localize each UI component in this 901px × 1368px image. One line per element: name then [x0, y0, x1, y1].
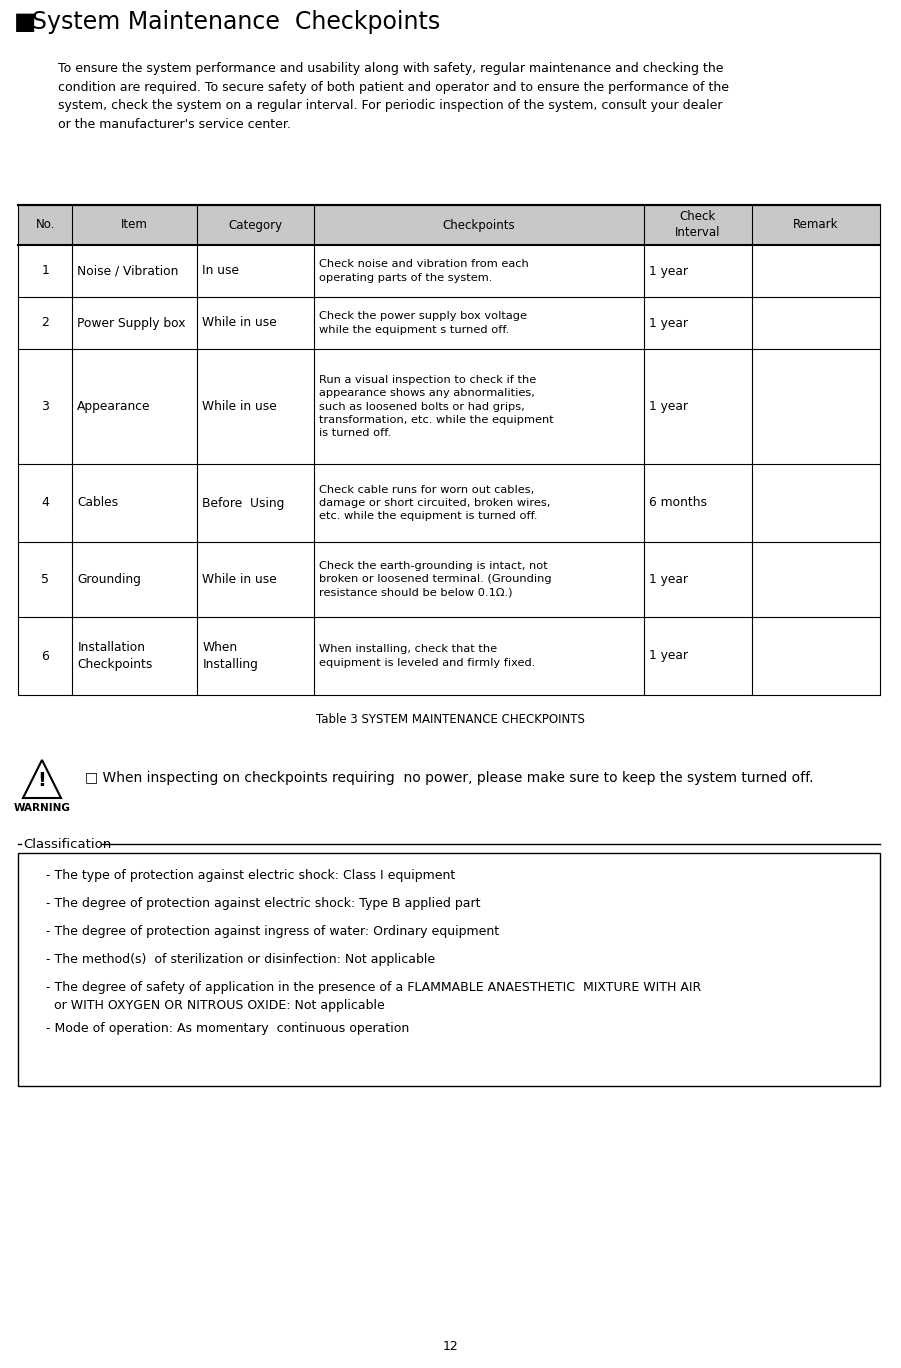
Text: Run a visual inspection to check if the
appearance shows any abnormalities,
such: Run a visual inspection to check if the … — [319, 375, 553, 438]
Text: 4: 4 — [41, 497, 49, 509]
Text: System Maintenance  Checkpoints: System Maintenance Checkpoints — [32, 10, 441, 34]
Text: When
Installing: When Installing — [203, 642, 259, 670]
FancyBboxPatch shape — [18, 854, 880, 1086]
Text: Category: Category — [229, 219, 283, 231]
Text: - The degree of safety of application in the presence of a FLAMMABLE ANAESTHETIC: - The degree of safety of application in… — [46, 981, 701, 1011]
Text: Check
Interval: Check Interval — [675, 211, 721, 239]
Text: - Mode of operation: As momentary  continuous operation: - Mode of operation: As momentary contin… — [46, 1022, 409, 1036]
Text: 12: 12 — [442, 1339, 459, 1353]
Text: Installation
Checkpoints: Installation Checkpoints — [77, 642, 152, 670]
Text: 6: 6 — [41, 650, 49, 662]
Text: Item: Item — [122, 219, 149, 231]
Text: In use: In use — [203, 264, 240, 278]
Text: When installing, check that the
equipment is leveled and firmly fixed.: When installing, check that the equipmen… — [319, 644, 535, 668]
Text: To ensure the system performance and usability along with safety, regular mainte: To ensure the system performance and usa… — [58, 62, 729, 130]
Text: 1 year: 1 year — [649, 573, 687, 586]
Text: No.: No. — [35, 219, 55, 231]
Text: Before  Using: Before Using — [203, 497, 285, 509]
Text: While in use: While in use — [203, 316, 277, 330]
Text: Noise / Vibration: Noise / Vibration — [77, 264, 178, 278]
Text: □ When inspecting on checkpoints requiring  no power, please make sure to keep t: □ When inspecting on checkpoints requiri… — [85, 772, 814, 785]
Text: Classification: Classification — [23, 837, 111, 851]
Text: While in use: While in use — [203, 573, 277, 586]
Text: Check the power supply box voltage
while the equipment s turned off.: Check the power supply box voltage while… — [319, 312, 527, 335]
Text: !: ! — [38, 772, 47, 791]
Text: 1: 1 — [41, 264, 49, 278]
Text: 6 months: 6 months — [649, 497, 706, 509]
Text: Grounding: Grounding — [77, 573, 141, 586]
Text: Check cable runs for worn out cables,
damage or short circuited, broken wires,
e: Check cable runs for worn out cables, da… — [319, 484, 550, 521]
Text: Check the earth-grounding is intact, not
broken or loosened terminal. (Grounding: Check the earth-grounding is intact, not… — [319, 561, 551, 598]
Text: - The degree of protection against electric shock: Type B applied part: - The degree of protection against elect… — [46, 897, 480, 910]
Text: ■: ■ — [14, 10, 36, 34]
Text: 3: 3 — [41, 399, 49, 413]
Text: While in use: While in use — [203, 399, 277, 413]
Text: Remark: Remark — [793, 219, 839, 231]
Text: - The degree of protection against ingress of water: Ordinary equipment: - The degree of protection against ingre… — [46, 925, 499, 938]
Text: 1 year: 1 year — [649, 264, 687, 278]
Text: Appearance: Appearance — [77, 399, 150, 413]
Text: 1 year: 1 year — [649, 316, 687, 330]
Text: - The type of protection against electric shock: Class I equipment: - The type of protection against electri… — [46, 869, 455, 882]
Text: - The method(s)  of sterilization or disinfection: Not applicable: - The method(s) of sterilization or disi… — [46, 953, 435, 966]
Text: Checkpoints: Checkpoints — [442, 219, 515, 231]
Text: Check noise and vibration from each
operating parts of the system.: Check noise and vibration from each oper… — [319, 260, 528, 283]
Text: Table 3 SYSTEM MAINTENANCE CHECKPOINTS: Table 3 SYSTEM MAINTENANCE CHECKPOINTS — [316, 713, 585, 726]
Text: Power Supply box: Power Supply box — [77, 316, 186, 330]
Text: 1 year: 1 year — [649, 650, 687, 662]
Text: 5: 5 — [41, 573, 50, 586]
Text: 1 year: 1 year — [649, 399, 687, 413]
Text: WARNING: WARNING — [14, 803, 70, 813]
Text: Cables: Cables — [77, 497, 118, 509]
Bar — [18, 205, 880, 245]
Text: 2: 2 — [41, 316, 49, 330]
